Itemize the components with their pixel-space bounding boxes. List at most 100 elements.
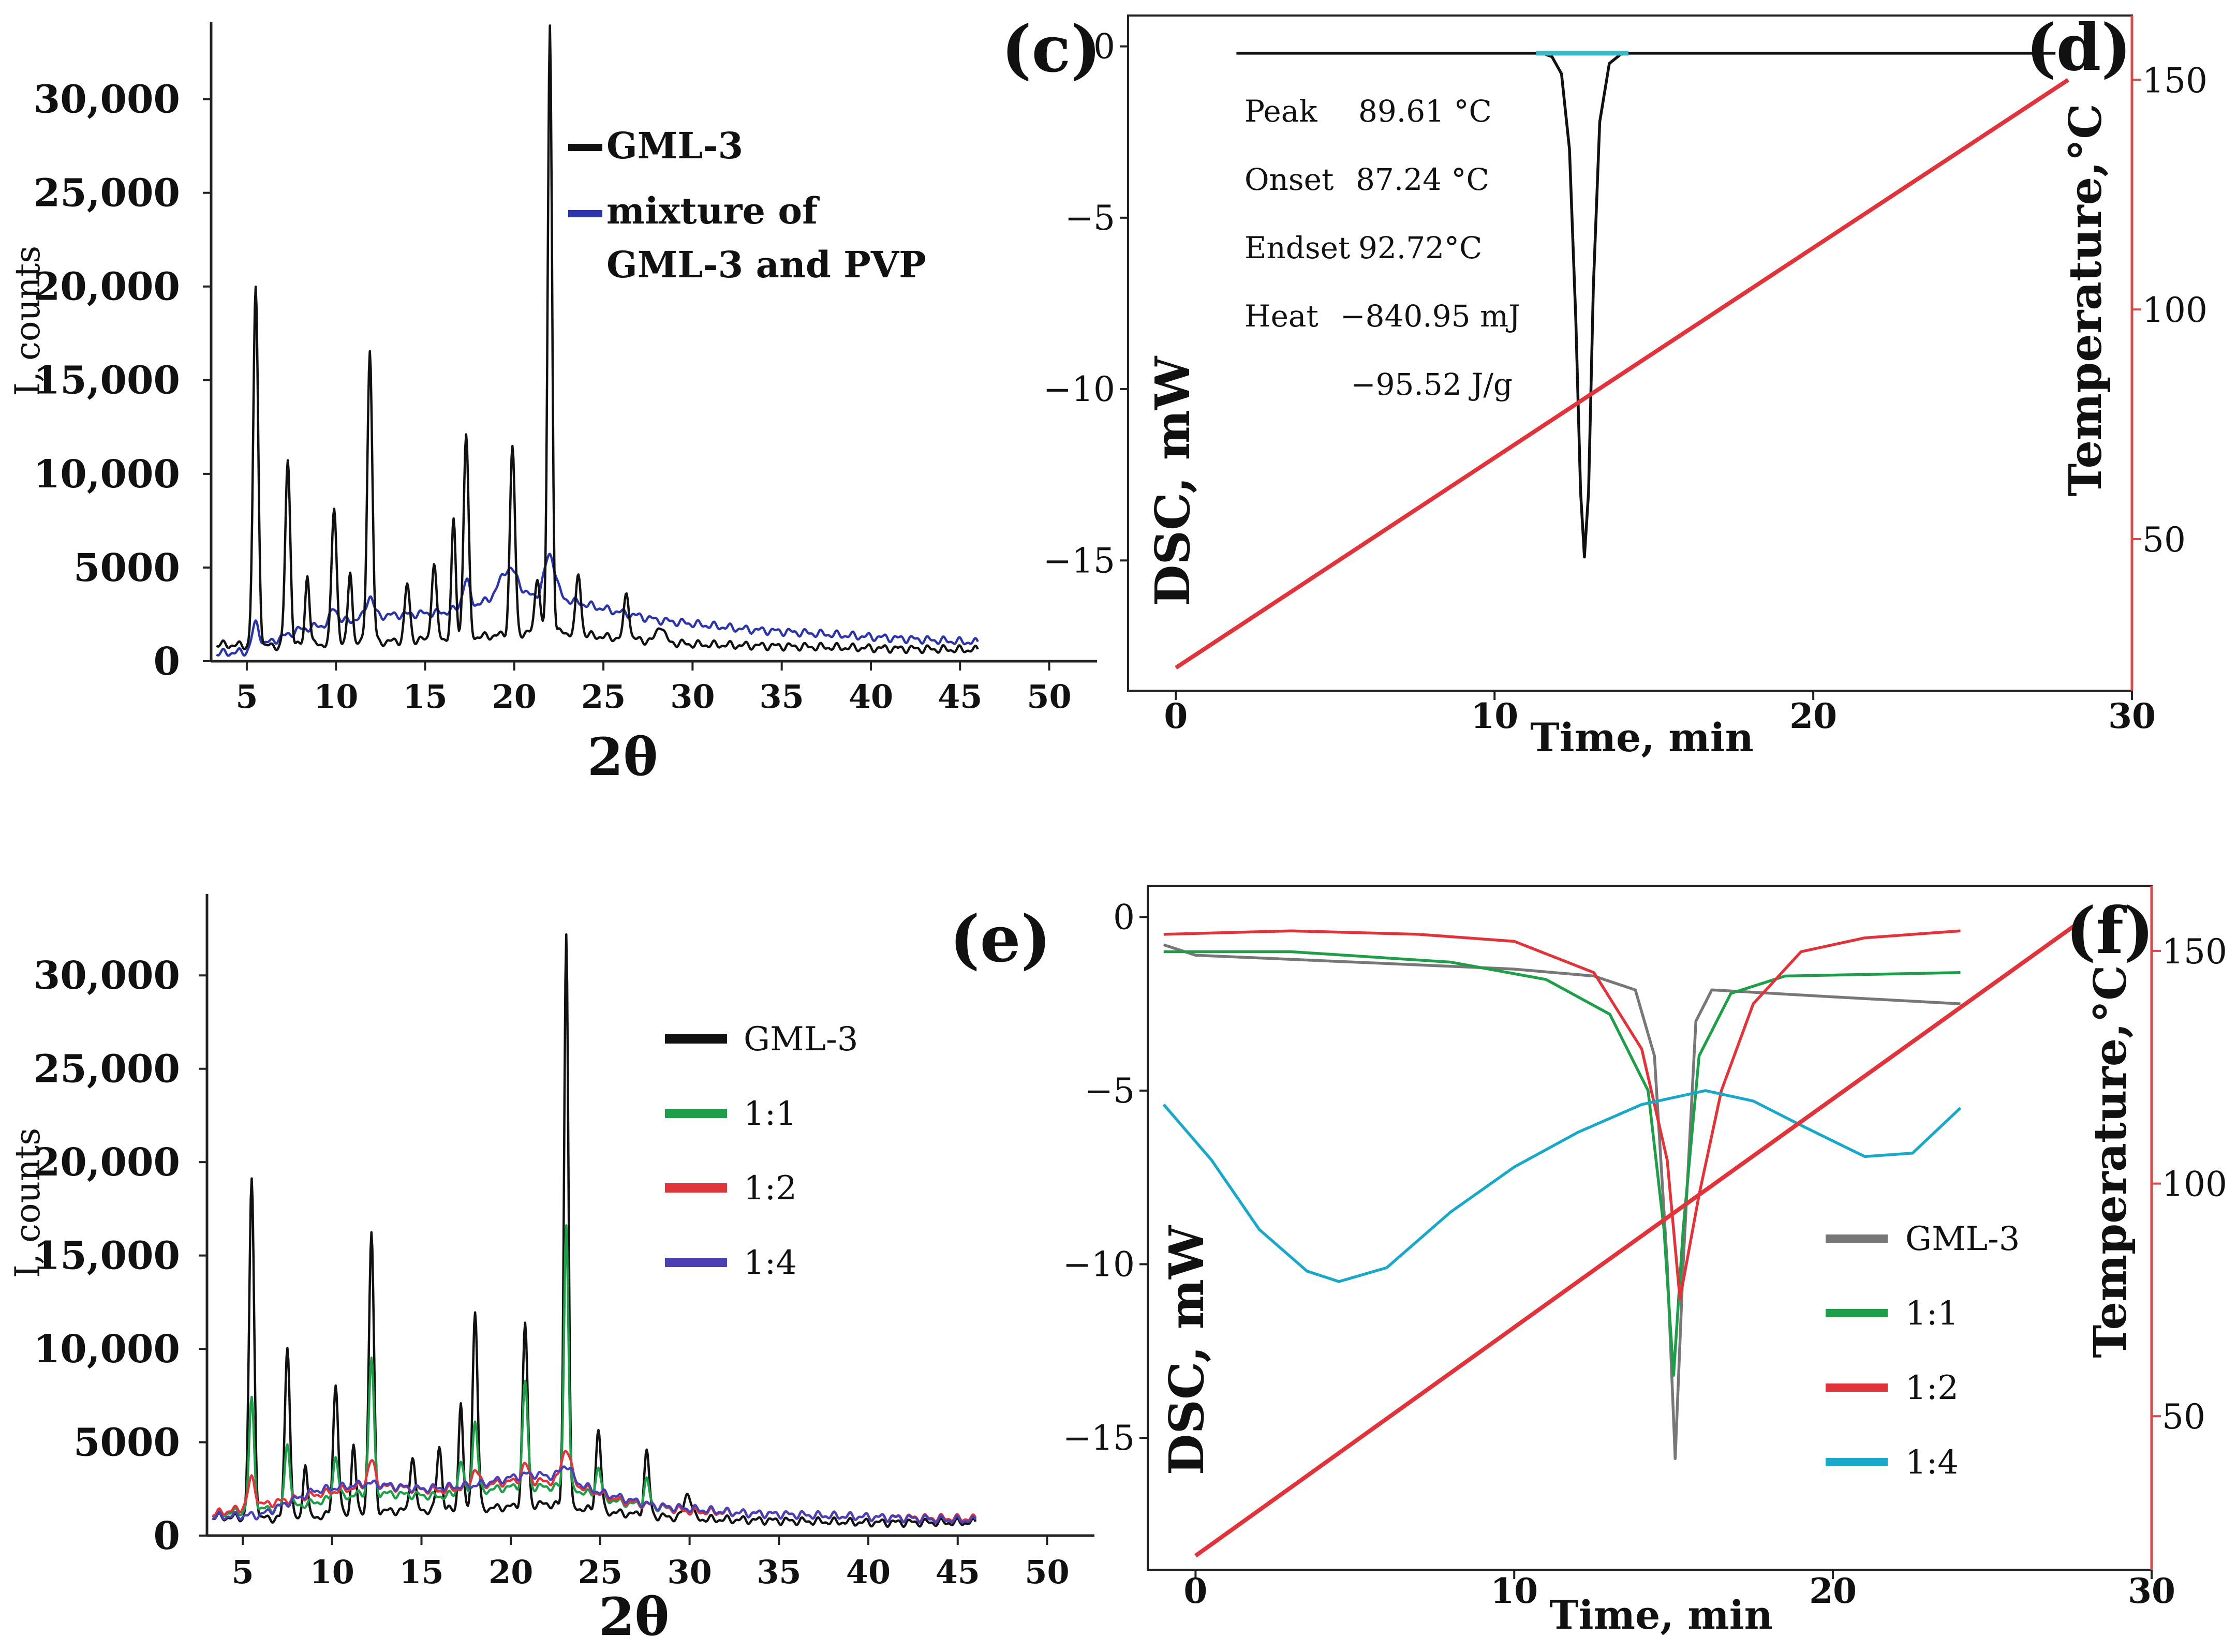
panel-e-y-tick-label: 30,000	[34, 954, 180, 998]
panel-f-series-gml-3	[1163, 943, 1961, 1461]
panel-c-x-tick-label: 40	[849, 678, 893, 716]
annotation-endset-value: 92.72°C	[1358, 230, 1482, 265]
panel-e-x-label: 2θ	[599, 1586, 669, 1647]
panel-c-plot-area	[216, 24, 979, 657]
panel-f-y-ticks: 0 −5 −10 −15	[1063, 897, 1148, 1458]
panel-c-y-tick-label: 20,000	[34, 265, 180, 309]
panel-e-x-tick-label: 35	[757, 1553, 801, 1591]
panel-d-y-tick-label: 0	[1093, 27, 1115, 67]
panel-d-y-tick-label: −5	[1065, 198, 1115, 238]
panel-f-dsc-chart: 0 10 20 30 0 −5 −10 −15 50 100 150 (f) Time, min…	[1063, 885, 2227, 1638]
panel-f-x-tick-label: 0	[1183, 1571, 1207, 1611]
panel-e-x-tick-label: 40	[846, 1553, 891, 1591]
panel-e-y-ticks: 0 5000 10,000 15,000 20,000 25,000 30,000	[34, 954, 207, 1558]
annotation-heat-label: Heat	[1245, 299, 1319, 334]
panel-d-y-tick-label: −10	[1043, 369, 1115, 409]
panel-c-y-ticks: 0 5000 10,000 15,000 20,000 25,000 30,000	[34, 78, 211, 684]
panel-d-x-tick-label: 30	[2108, 696, 2156, 736]
panel-f-x-tick-label: 20	[1809, 1571, 1857, 1611]
panel-d-dsc-chart: 0 10 20 30 0 −5 −10 −15 50 100 150 (d) Time, min…	[1043, 10, 2208, 761]
annotation-onset-value: 87.24 °C	[1356, 162, 1489, 197]
panel-c-legend-label-mixture: mixture of	[606, 189, 820, 232]
panel-c-x-tick-label: 15	[403, 678, 447, 716]
panel-e-series-1-1	[212, 1224, 977, 1523]
panel-f-series-1-1	[1163, 950, 1961, 1377]
panel-c-x-tick-label: 45	[938, 678, 982, 716]
panel-e-legend-label-1-1: 1:1	[744, 1095, 797, 1133]
panel-f-y-tick-label: −10	[1063, 1245, 1135, 1285]
panel-f-y2-tick-label: 100	[2162, 1165, 2227, 1204]
panel-f-legend-label-1-4: 1:4	[1905, 1443, 1959, 1482]
panel-c-series-mixture-of-gml-3-and-pvp	[216, 553, 979, 657]
panel-e-y-tick-label: 25,000	[34, 1047, 180, 1092]
panel-c-x-tick-label: 20	[492, 678, 537, 716]
panel-f-y-tick-label: −15	[1063, 1418, 1135, 1458]
panel-e-x-tick-label: 45	[936, 1553, 980, 1591]
panel-c-x-ticks: 5 10 15 20 25 30 35 40 45 50	[235, 661, 1072, 716]
panel-e-x-tick-label: 50	[1025, 1553, 1069, 1591]
panel-f-series-1-2	[1163, 929, 1961, 1301]
panel-e-y-tick-label: 5000	[73, 1420, 180, 1465]
panel-e-x-tick-label: 25	[578, 1553, 623, 1591]
panel-c-x-tick-label: 35	[760, 678, 804, 716]
panel-e-legend-label-1-4: 1:4	[744, 1244, 797, 1282]
panel-f-x-tick-label: 10	[1490, 1571, 1538, 1611]
panel-d-y2-tick-label: 150	[2142, 61, 2208, 100]
panel-e-x-ticks: 5 10 15 20 25 30 35 40 45 50	[232, 1536, 1070, 1591]
panel-c-x-tick-label: 5	[235, 678, 258, 716]
annotation-heat-value: −840.95 mJ	[1340, 299, 1520, 334]
panel-c-x-tick-label: 30	[670, 678, 715, 716]
panel-d-series-dsc	[1236, 52, 2056, 559]
panel-f-y-label: DSC, mW	[1159, 1225, 1214, 1475]
panel-e-legend-label-gml3: GML-3	[744, 1020, 858, 1059]
panel-d-y2-tick-label: 50	[2142, 520, 2186, 560]
panel-d-y-ticks: 0 −5 −10 −15	[1043, 27, 1128, 581]
annotation-specific-heat-value: −95.52 J/g	[1351, 367, 1513, 402]
panel-c-legend: GML-3 mixture of GML-3 and PVP	[568, 124, 926, 286]
panel-c-y-tick-label: 25,000	[34, 171, 180, 216]
panel-f-x-ticks: 0 10 20 30	[1183, 1570, 2175, 1611]
panel-f-x-label: Time, min	[1549, 1592, 1773, 1638]
annotation-endset-label: Endset	[1245, 230, 1350, 265]
panel-d-y-tick-label: −15	[1043, 541, 1115, 581]
panel-f-legend-label-gml3: GML-3	[1905, 1220, 2020, 1258]
panel-d-series-temperature	[1175, 78, 2070, 669]
panel-c-legend-label-mixture-line2: GML-3 and PVP	[606, 243, 926, 286]
panel-d-x-tick-label: 10	[1471, 696, 1518, 736]
panel-e-y-label: I, counts	[8, 1128, 48, 1278]
panel-f-plot-area	[1162, 921, 2080, 1558]
panel-c-label: (c)	[1001, 12, 1101, 87]
panel-f-label: (f)	[2066, 894, 2154, 969]
panel-c-x-tick-label: 10	[314, 678, 358, 716]
panel-e-y-tick-label: 20,000	[34, 1140, 180, 1185]
panel-d-x-ticks: 0 10 20 30	[1164, 691, 2156, 736]
panel-e-x-tick-label: 10	[310, 1553, 354, 1591]
panel-f-y2-tick-label: 50	[2162, 1397, 2205, 1437]
panel-f-y2-label: Temperature,°C	[2084, 965, 2137, 1358]
panel-c-y-tick-label: 5000	[73, 546, 180, 590]
panel-f-legend-label-1-1: 1:1	[1905, 1294, 1959, 1333]
panel-e-y-tick-label: 15,000	[34, 1234, 180, 1278]
panel-d-y2-tick-label: 100	[2142, 290, 2208, 330]
annotation-peak-label: Peak	[1245, 94, 1317, 129]
panel-f-y2-tick-label: 150	[2162, 932, 2227, 972]
panel-d-annotations: Peak 89.61 °C Onset 87.24 °C Endset 92.7…	[1245, 94, 1520, 402]
panel-e-xrd-chart: 5 10 15 20 25 30 35 40 45 50 0 5000 10,000 15,000 20,…	[8, 894, 1094, 1647]
panel-f-y2-ticks: 50 100 150	[2152, 932, 2227, 1437]
panel-c-x-tick-label: 50	[1027, 678, 1071, 716]
panel-e-plot-area	[212, 933, 977, 1528]
panel-e-series-gml-3	[212, 933, 977, 1528]
panel-f-y-tick-label: 0	[1113, 897, 1135, 937]
panel-e-legend: GML-3 1:1 1:2 1:4	[665, 1020, 858, 1282]
panel-c-y-tick-label: 30,000	[34, 78, 180, 122]
panel-d-x-label: Time, min	[1530, 715, 1754, 761]
panel-d-x-tick-label: 20	[1789, 696, 1837, 736]
annotation-peak-value: 89.61 °C	[1358, 94, 1492, 129]
panel-e-x-tick-label: 15	[399, 1553, 443, 1591]
panel-f-legend: GML-3 1:1 1:2 1:4	[1826, 1220, 2020, 1482]
panel-d-y-label: DSC, mW	[1145, 355, 1201, 606]
panel-c-xrd-chart: 5 10 15 20 25 30 35 40 45 50 0 5000 10,000 15,000 20,…	[8, 12, 1101, 787]
panel-c-x-tick-label: 25	[581, 678, 626, 716]
panel-f-legend-label-1-2: 1:2	[1905, 1369, 1959, 1407]
